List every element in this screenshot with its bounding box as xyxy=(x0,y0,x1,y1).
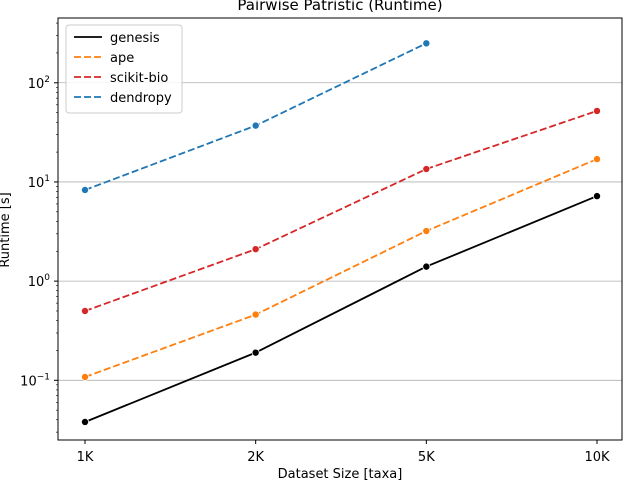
data-point-scikit-bio xyxy=(593,106,602,115)
data-point-scikit-bio xyxy=(422,165,431,174)
legend-label: genesis xyxy=(110,31,160,46)
data-point-ape xyxy=(593,155,602,164)
data-point-dendropy xyxy=(81,185,90,194)
y-axis: 10−1 100 101 102 xyxy=(20,22,58,433)
legend-label: dendropy xyxy=(110,91,172,106)
y-axis-label: Runtime [s] xyxy=(0,192,13,267)
gridlines xyxy=(58,82,622,381)
plot-frame xyxy=(57,17,623,441)
legend-label: scikit-bio xyxy=(110,71,168,86)
y-tick-label: 100 xyxy=(28,273,51,290)
data-point-dendropy xyxy=(422,39,431,48)
x-tick-label: 10K xyxy=(584,450,610,465)
legend-box xyxy=(65,24,183,114)
data-point-dendropy xyxy=(251,121,260,130)
y-tick-label: 10−1 xyxy=(20,372,50,389)
data-point-ape xyxy=(422,227,431,236)
x-axis-label: Dataset Size [taxa] xyxy=(278,467,403,480)
x-axis: 1K 2K 5K 10K xyxy=(77,440,610,465)
series-layer xyxy=(81,39,602,426)
chart-title: Pairwise Patristic (Runtime) xyxy=(237,0,442,14)
data-point-genesis xyxy=(81,417,90,426)
legend-label: ape xyxy=(110,51,134,66)
data-point-scikit-bio xyxy=(81,306,90,315)
series-line-scikit-bio xyxy=(84,110,598,312)
x-tick-label: 2K xyxy=(247,450,264,465)
data-point-ape xyxy=(251,310,260,319)
series-line-ape xyxy=(84,158,598,378)
data-point-genesis xyxy=(593,192,602,201)
legend: genesis ape scikit-bio dendropy xyxy=(65,24,183,114)
data-point-scikit-bio xyxy=(251,245,260,254)
data-point-genesis xyxy=(251,348,260,357)
y-tick-label: 102 xyxy=(28,75,50,92)
series-line-genesis xyxy=(84,195,598,423)
x-tick-label: 1K xyxy=(77,450,94,465)
y-tick-label: 101 xyxy=(28,174,50,191)
x-tick-label: 5K xyxy=(418,450,435,465)
data-point-ape xyxy=(81,372,90,381)
data-point-genesis xyxy=(422,262,431,271)
